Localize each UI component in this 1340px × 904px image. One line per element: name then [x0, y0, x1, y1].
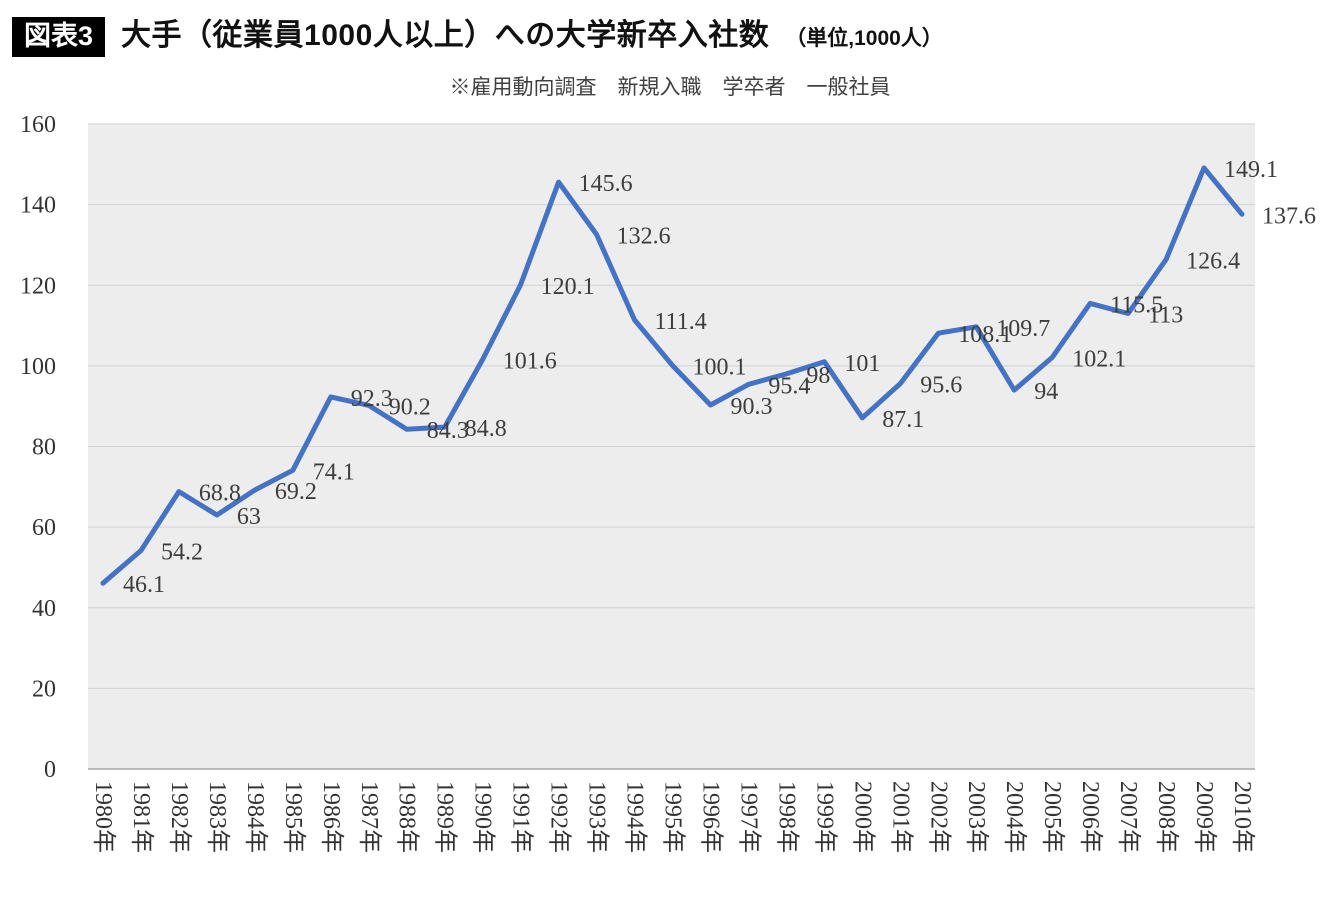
- data-point-label: 111.4: [655, 309, 707, 335]
- data-point-label: 126.4: [1186, 248, 1240, 274]
- y-axis-label: 160: [20, 112, 56, 138]
- chart-unit-label: （単位,1000人）: [785, 27, 943, 50]
- figure-badge: 図表3: [12, 17, 106, 58]
- data-point-label: 94: [1034, 379, 1058, 405]
- data-point-label: 113: [1148, 303, 1183, 329]
- y-axis-label: 120: [20, 273, 56, 299]
- x-axis-label: 1998年: [773, 781, 800, 853]
- x-axis-label: 2007年: [1115, 781, 1142, 853]
- data-point-label: 74.1: [313, 459, 355, 485]
- data-point-label: 109.7: [996, 316, 1050, 342]
- y-axis-label: 100: [20, 354, 56, 380]
- x-axis-label: 1992年: [546, 781, 573, 853]
- x-axis-label: 1999年: [811, 781, 838, 853]
- x-axis-label: 1993年: [584, 781, 611, 853]
- x-axis-label: 1985年: [280, 781, 307, 853]
- line-chart: 0 20 40 60 80 100 120 140 160 46.1 54.2 68.863 69.27…: [20, 112, 1316, 853]
- x-axis-label: 2006年: [1077, 781, 1104, 853]
- x-axis-label: 1996年: [698, 781, 725, 853]
- y-axis-label: 60: [32, 515, 56, 541]
- data-point-label: 95.4: [768, 373, 810, 399]
- data-point-label: 68.8: [199, 481, 241, 507]
- x-axis-label: 2010年: [1229, 781, 1256, 853]
- data-point-label: 98: [806, 363, 830, 389]
- x-axis-label: 2003年: [963, 781, 990, 853]
- data-point-label: 84.8: [465, 416, 507, 442]
- y-axis-label: 80: [32, 435, 56, 461]
- data-point-label: 90.3: [731, 394, 773, 420]
- data-point-label: 115.5: [1110, 292, 1163, 318]
- chart-subtitle: ※雇用動向調査 新規入職 学卒者 一般社員: [449, 75, 891, 100]
- x-axis-label: 2009年: [1191, 781, 1218, 853]
- data-point-label: 84.3: [427, 418, 469, 444]
- x-axis-label: 1980年: [90, 781, 117, 853]
- x-axis-label: 1982年: [166, 781, 193, 853]
- x-axis-label: 2002年: [925, 781, 952, 853]
- x-axis-label: 1981年: [128, 781, 155, 853]
- data-point-label: 69.2: [275, 479, 317, 505]
- data-point-label: 145.6: [579, 171, 633, 197]
- data-point-label: 101: [844, 351, 880, 377]
- data-point-label: 100.1: [693, 355, 747, 381]
- x-axis-label: 1989年: [432, 781, 459, 853]
- chart-header: 図表3 大手（従業員1000人以上）への大学新卒入社数 （単位,1000人）: [0, 0, 1340, 58]
- y-axis-label: 0: [44, 757, 56, 783]
- data-point-label: 132.6: [617, 224, 671, 250]
- x-axis-label: 1987年: [356, 781, 383, 853]
- y-axis-label: 40: [32, 596, 56, 622]
- x-axis-label: 1983年: [204, 781, 231, 853]
- y-axis-label: 20: [32, 676, 56, 702]
- y-axis-label: 140: [20, 193, 56, 219]
- data-point-label: 137.6: [1262, 203, 1316, 229]
- data-point-label: 149.1: [1224, 157, 1278, 183]
- data-point-label: 87.1: [882, 407, 924, 433]
- x-axis-label: 2004年: [1001, 781, 1028, 853]
- data-point-label: 54.2: [161, 540, 203, 566]
- x-axis-label: 1984年: [242, 781, 269, 853]
- data-point-label: 101.6: [503, 348, 557, 374]
- x-axis-label: 1994年: [622, 781, 649, 853]
- x-axis-label: 2001年: [887, 781, 914, 853]
- x-axis-label: 1990年: [470, 781, 497, 853]
- data-point-label: 92.3: [351, 386, 393, 412]
- x-axis-label: 1986年: [318, 781, 345, 853]
- data-point-label: 120.1: [541, 274, 595, 300]
- x-axis-label: 1988年: [394, 781, 421, 853]
- data-series-line: [100, 165, 1245, 586]
- x-axis-label: 2000年: [849, 781, 876, 853]
- data-point-label: 95.6: [920, 373, 962, 399]
- data-point-label: 46.1: [123, 572, 165, 598]
- chart-area: 0 20 40 60 80 100 120 140 160 46.1 54.2 68.8 63 69.2 7…: [0, 105, 1340, 894]
- x-axis-label: 2005年: [1039, 781, 1066, 853]
- data-point-label: 102.1: [1072, 346, 1126, 372]
- chart-title: 大手（従業員1000人以上）への大学新卒入社数: [121, 19, 770, 52]
- x-axis-label: 1995年: [660, 781, 687, 853]
- data-point-label: 90.2: [389, 394, 431, 420]
- data-point-label: 108.1: [958, 322, 1012, 348]
- x-axis-label: 1997年: [735, 781, 762, 853]
- data-point-label: 63: [237, 504, 261, 530]
- x-axis-label: 1991年: [508, 781, 535, 853]
- x-axis-label: 2008年: [1153, 781, 1180, 853]
